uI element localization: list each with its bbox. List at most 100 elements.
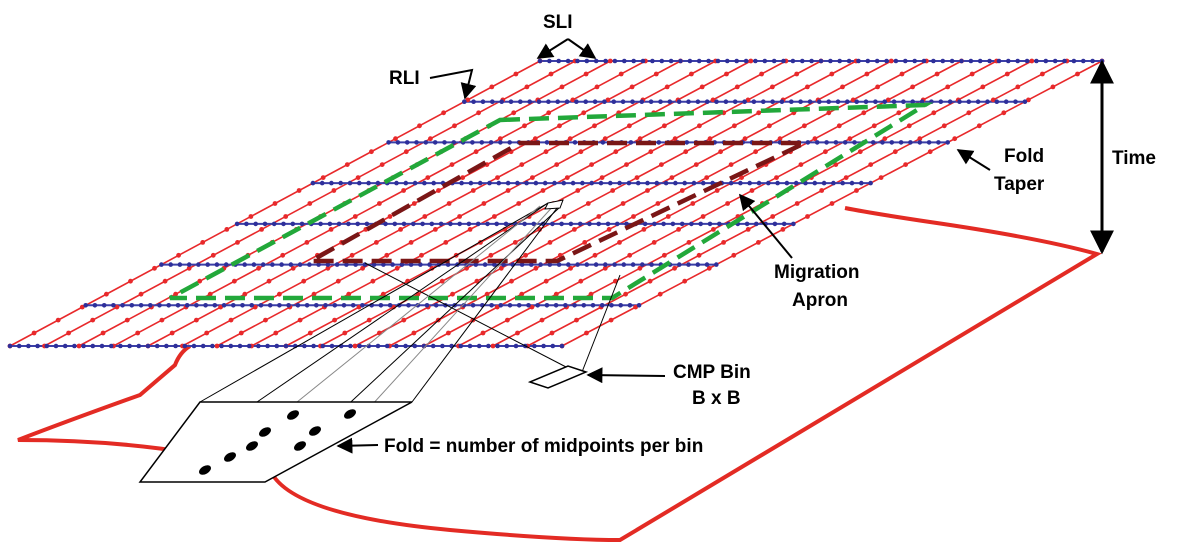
midpoint bbox=[309, 426, 321, 436]
source-station bbox=[691, 180, 697, 186]
receiver-station bbox=[470, 188, 476, 193]
receiver-station bbox=[742, 136, 748, 142]
sli-arrow-right bbox=[567, 38, 597, 59]
source-station bbox=[734, 58, 739, 64]
source-station bbox=[1052, 58, 1058, 64]
source-station bbox=[695, 99, 701, 104]
receiver-station bbox=[850, 97, 856, 103]
source-station bbox=[498, 140, 503, 145]
source-station bbox=[499, 99, 505, 104]
source-station bbox=[448, 221, 453, 227]
receiver-station bbox=[1050, 84, 1056, 90]
source-station bbox=[319, 180, 325, 186]
source-station bbox=[1034, 58, 1039, 64]
receiver-station bbox=[173, 291, 179, 297]
source-station bbox=[587, 221, 592, 227]
receiver-station bbox=[516, 201, 522, 206]
source-station bbox=[336, 221, 342, 227]
receiver-station bbox=[753, 149, 758, 155]
source-station bbox=[214, 262, 220, 267]
receiver-station bbox=[301, 278, 307, 284]
receiver-station bbox=[523, 252, 528, 258]
receiver-station bbox=[344, 162, 350, 168]
receiver-station bbox=[401, 188, 406, 193]
source-station bbox=[676, 99, 682, 104]
receiver-station bbox=[840, 84, 845, 90]
receiver-station bbox=[572, 227, 577, 232]
source-station bbox=[570, 180, 576, 186]
receiver-station bbox=[629, 84, 635, 90]
source-station bbox=[781, 221, 787, 227]
receiver-station bbox=[589, 162, 594, 168]
source-station bbox=[173, 343, 178, 349]
fold-taper-label-line1: Fold bbox=[1004, 146, 1044, 167]
source-station bbox=[580, 180, 585, 186]
receiver-station bbox=[714, 188, 720, 193]
source-station bbox=[884, 58, 889, 64]
source-station bbox=[561, 180, 567, 186]
receiver-station bbox=[266, 278, 272, 284]
source-station bbox=[297, 262, 303, 267]
source-station bbox=[617, 180, 622, 186]
receiver-station bbox=[200, 240, 206, 245]
source-station bbox=[1090, 58, 1095, 64]
source-station bbox=[527, 99, 532, 104]
source-station bbox=[210, 343, 215, 349]
source-station bbox=[427, 262, 432, 267]
receiver-station bbox=[794, 201, 800, 206]
receiver-station bbox=[861, 110, 867, 116]
source-station bbox=[205, 262, 210, 267]
receiver-station bbox=[450, 291, 455, 297]
source-station bbox=[592, 99, 598, 104]
source-station bbox=[378, 303, 384, 308]
receiver-station bbox=[749, 188, 755, 193]
source-station bbox=[200, 343, 206, 349]
source-station bbox=[423, 140, 429, 145]
receiver-station bbox=[633, 304, 638, 310]
receiver-station bbox=[296, 188, 302, 193]
source-station bbox=[652, 221, 657, 227]
source-station bbox=[234, 221, 240, 227]
source-station bbox=[231, 303, 236, 308]
receiver-station bbox=[592, 252, 598, 258]
source-station bbox=[186, 262, 192, 267]
source-station bbox=[507, 303, 513, 308]
receiver-station bbox=[429, 265, 435, 271]
source-station bbox=[522, 221, 527, 227]
receiver-station bbox=[864, 71, 870, 77]
receiver-station bbox=[672, 265, 677, 271]
receiver-station bbox=[325, 265, 331, 271]
receiver-station bbox=[273, 330, 279, 336]
receiver-station bbox=[349, 252, 355, 258]
source-station bbox=[779, 99, 785, 104]
source-station bbox=[395, 140, 401, 145]
source-station bbox=[817, 99, 822, 104]
source-station bbox=[917, 140, 923, 145]
source-station bbox=[563, 303, 568, 308]
receiver-station bbox=[559, 84, 565, 90]
source-station bbox=[251, 262, 257, 267]
source-station bbox=[314, 303, 319, 308]
receiver-station bbox=[169, 330, 175, 336]
source-station bbox=[366, 180, 371, 186]
source-station bbox=[420, 221, 425, 227]
source-station bbox=[182, 343, 188, 349]
receiver-station bbox=[906, 123, 912, 129]
receiver-station bbox=[419, 252, 424, 258]
source-station bbox=[283, 343, 289, 349]
source-station bbox=[833, 140, 839, 145]
receiver-station bbox=[710, 97, 716, 103]
receiver-station bbox=[581, 110, 587, 116]
source-station bbox=[762, 58, 768, 64]
source-station bbox=[966, 99, 972, 104]
source-station bbox=[889, 140, 895, 145]
source-station bbox=[771, 58, 777, 64]
source-station bbox=[798, 99, 803, 104]
receiver-station bbox=[210, 252, 216, 258]
midpoint bbox=[344, 409, 356, 419]
receiver-station bbox=[659, 162, 664, 168]
source-station bbox=[279, 262, 284, 267]
source-station bbox=[603, 262, 608, 267]
source-station bbox=[418, 262, 423, 267]
receiver-station bbox=[377, 201, 382, 206]
